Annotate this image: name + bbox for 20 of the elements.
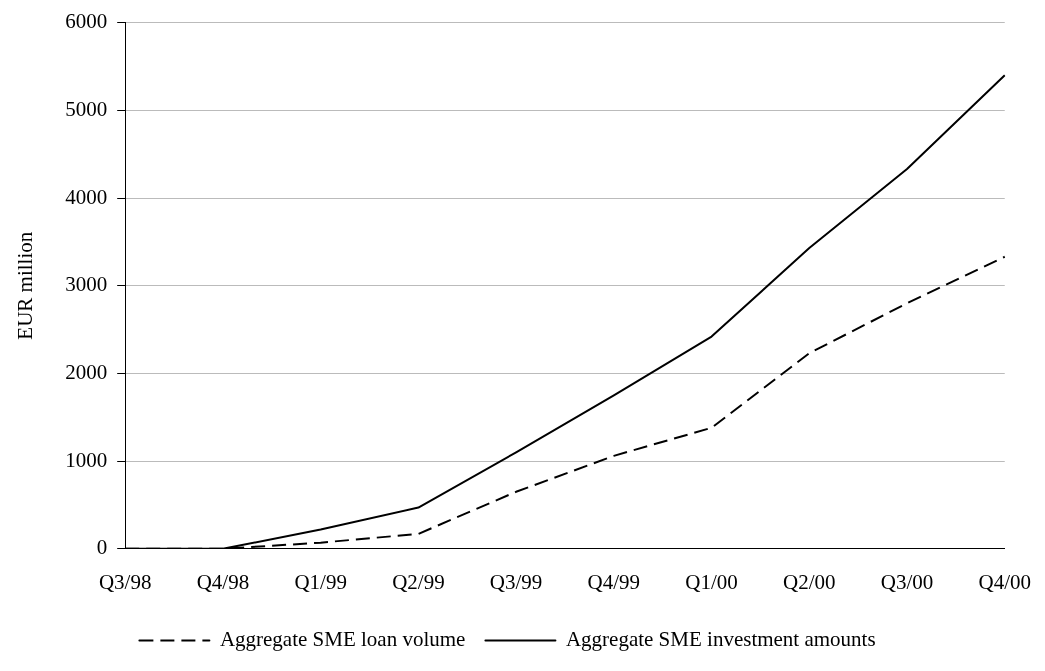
x-tick-label: Q4/00 [978,569,1031,594]
y-tick-label: 6000 [65,9,108,34]
y-tick-label: 5000 [65,96,108,121]
legend-label: Aggregate SME loan volume [219,627,466,652]
y-tick-label: 3000 [65,272,108,297]
legend-label: Aggregate SME investment amounts [565,627,876,652]
y-tick-label: 0 [96,535,108,560]
x-tick-label: Q4/98 [196,569,250,594]
x-tick-label: Q1/99 [294,569,347,594]
x-tick-label: Q3/99 [489,569,543,594]
x-tick-label: Q2/99 [392,569,445,594]
y-tick-label: 2000 [65,359,108,384]
x-tick-label: Q2/00 [783,569,836,594]
x-tick-label: Q4/99 [587,569,641,594]
y-axis-title: EUR million [13,231,38,340]
y-tick-label: 1000 [65,447,108,472]
y-tick-label: 4000 [65,184,108,209]
x-tick-label: Q1/00 [685,569,738,594]
x-tick-label: Q3/00 [880,569,934,594]
x-tick-label: Q3/98 [98,569,152,594]
